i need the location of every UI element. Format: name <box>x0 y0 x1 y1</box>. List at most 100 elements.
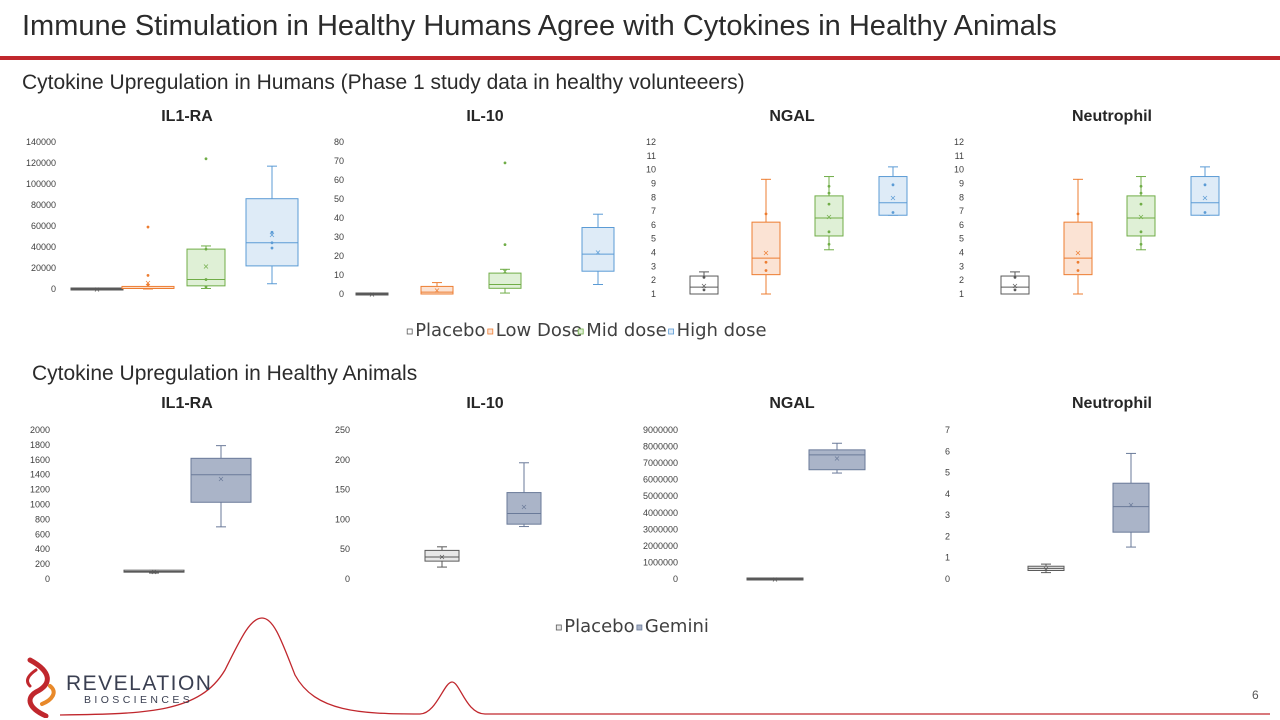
y-tick-label: 150 <box>335 485 350 495</box>
mean-marker: × <box>145 279 152 288</box>
y-tick-label: 2 <box>945 531 950 541</box>
y-tick-label: 0 <box>51 284 56 294</box>
y-tick-label: 5 <box>651 234 656 244</box>
y-tick-label: 11 <box>955 151 964 161</box>
chart-title: Neutrophil <box>1072 395 1152 412</box>
y-tick-label: 9000000 <box>643 425 678 435</box>
mean-marker: × <box>439 552 446 561</box>
y-tick-label: 2000000 <box>643 541 678 551</box>
outlier-point <box>95 287 99 291</box>
y-tick-label: 800 <box>35 514 50 524</box>
y-tick-label: 50 <box>334 194 344 204</box>
outlier-point <box>146 273 150 277</box>
y-tick-label: 5 <box>945 468 950 478</box>
outlier-point <box>1139 242 1143 246</box>
y-tick-label: 2000 <box>30 425 50 435</box>
mean-marker: × <box>151 568 158 577</box>
mean-marker: × <box>1202 193 1209 202</box>
outlier-point <box>891 211 895 214</box>
mean-marker: × <box>218 474 225 483</box>
outlier-point <box>764 269 768 272</box>
y-tick-label: 600 <box>35 529 50 539</box>
outlier-point <box>503 243 507 247</box>
box-low-dose <box>751 221 781 276</box>
y-tick-label: 6 <box>651 220 656 230</box>
mean-marker: × <box>763 249 770 258</box>
mean-marker: × <box>1012 282 1019 291</box>
y-tick-label: 6 <box>945 446 950 456</box>
y-tick-label: 0 <box>339 289 344 299</box>
y-tick-label: 100 <box>335 514 350 524</box>
y-tick-label: 0 <box>45 574 50 584</box>
outlier-point <box>891 183 895 187</box>
outlier-point <box>1203 211 1207 214</box>
mean-marker: × <box>1128 501 1135 510</box>
outlier-point <box>1139 191 1143 195</box>
mean-marker: × <box>1138 213 1145 222</box>
box-low-dose <box>420 285 454 295</box>
outlier-point <box>702 288 706 292</box>
outlier-point <box>1076 212 1080 216</box>
chart-title: IL1-RA <box>161 108 213 125</box>
y-tick-label: 200 <box>35 559 50 569</box>
y-tick-label: 100000 <box>26 179 56 189</box>
outlier-point <box>503 161 507 165</box>
outlier-point <box>204 157 208 161</box>
box-gemini <box>506 492 542 525</box>
title-divider <box>0 56 1280 60</box>
section-heading-animals: Cytokine Upregulation in Healthy Animals <box>32 362 418 385</box>
box-mid-dose <box>1126 195 1156 237</box>
y-tick-label: 7 <box>945 425 950 435</box>
y-tick-label: 60000 <box>31 221 56 231</box>
outlier-point <box>827 230 831 234</box>
y-tick-label: 1600 <box>30 455 50 465</box>
mean-marker: × <box>595 248 602 257</box>
chart-title: Neutrophil <box>1072 108 1152 125</box>
outlier-point <box>1139 230 1143 234</box>
y-tick-label: 40000 <box>31 242 56 252</box>
y-tick-label: 1 <box>651 289 656 299</box>
y-tick-label: 7 <box>651 206 656 216</box>
outlier-point <box>270 241 274 245</box>
chart-title: IL-10 <box>466 395 503 412</box>
outlier-point <box>764 260 768 264</box>
chart-title: NGAL <box>769 395 815 412</box>
mean-marker: × <box>826 213 833 222</box>
box-mid-dose <box>814 195 844 237</box>
y-tick-label: 200 <box>335 455 350 465</box>
box-placebo <box>424 549 460 562</box>
mean-marker: × <box>890 193 897 202</box>
y-tick-label: 8000000 <box>643 442 678 452</box>
y-tick-label: 2 <box>651 275 656 285</box>
mean-marker: × <box>772 575 779 584</box>
y-tick-label: 40 <box>334 213 344 223</box>
mean-marker: × <box>369 290 376 299</box>
y-tick-label: 0 <box>673 574 678 584</box>
y-tick-label: 80000 <box>31 200 56 210</box>
mean-marker: × <box>203 262 210 271</box>
outlier-point <box>146 225 150 229</box>
decorative-wave <box>59 617 1270 716</box>
outlier-point <box>827 242 831 246</box>
y-tick-label: 11 <box>647 151 656 161</box>
mean-marker: × <box>269 230 276 239</box>
outlier-point <box>1013 288 1017 292</box>
y-tick-label: 9 <box>959 178 964 188</box>
y-tick-label: 1 <box>945 553 950 563</box>
y-tick-label: 4 <box>945 489 950 499</box>
box-low-dose <box>1063 221 1093 276</box>
y-tick-label: 12 <box>954 137 964 147</box>
outlier-point <box>827 184 831 188</box>
legend-humans-swatch <box>577 328 584 335</box>
y-tick-label: 4 <box>959 248 964 258</box>
outlier-point <box>764 212 768 216</box>
outlier-point <box>270 230 274 234</box>
box-high-dose <box>581 227 615 272</box>
box-gemini <box>190 457 252 503</box>
mean-marker: × <box>701 282 708 291</box>
chart-title: IL1-RA <box>161 395 213 412</box>
y-tick-label: 80 <box>334 137 344 147</box>
y-tick-label: 6 <box>959 220 964 230</box>
y-tick-label: 10 <box>646 165 656 175</box>
section-heading-humans: Cytokine Upregulation in Humans (Phase 1… <box>22 71 745 94</box>
